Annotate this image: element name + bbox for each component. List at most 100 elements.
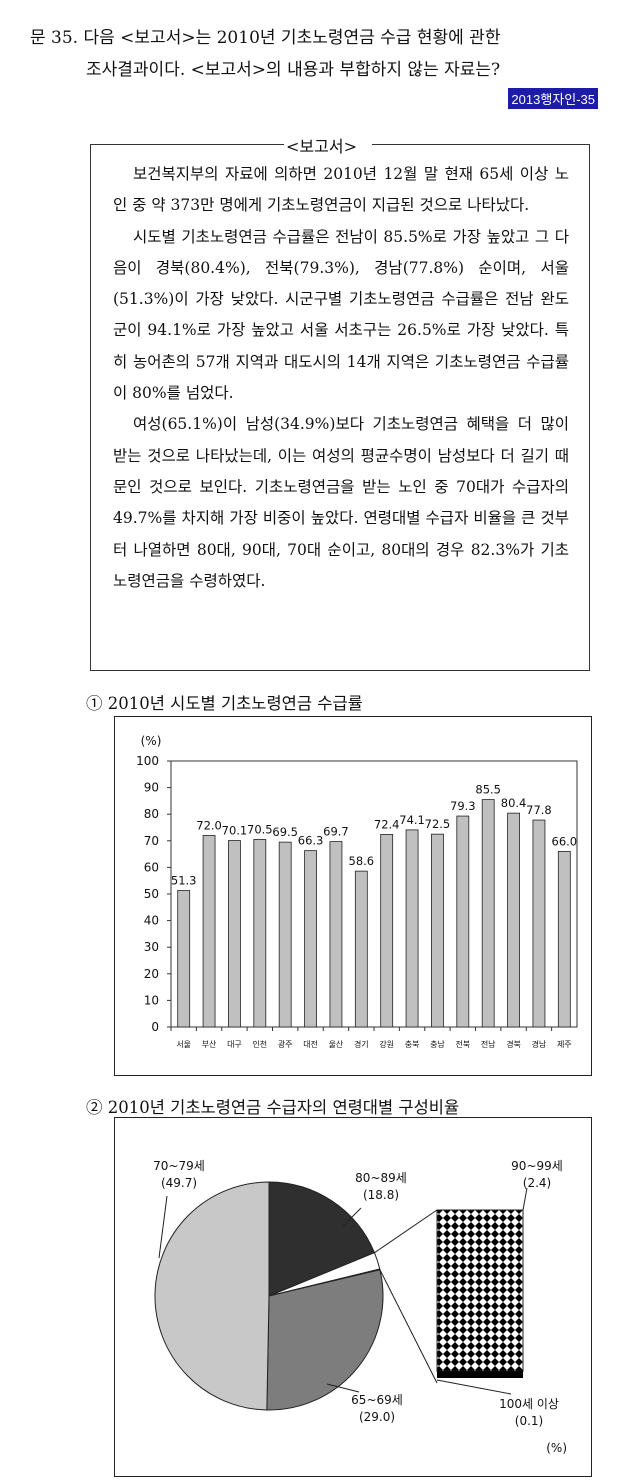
bar-value-label-7: 58.6 <box>349 854 375 868</box>
y-tick-label-6: 60 <box>144 860 159 874</box>
bar-10 <box>431 833 444 1028</box>
bar-value-label-4: 69.5 <box>272 825 298 839</box>
report-paragraph-1: 보건복지부의 자료에 의하면 2010년 12월 말 현재 65세 이상 노인 … <box>113 165 569 215</box>
chart1-title: ① 2010년 시도별 기초노령연금 수급률 <box>86 694 363 713</box>
y-tick-label-10: 100 <box>136 754 159 768</box>
report-title: <보고서> <box>284 133 359 157</box>
bar-6 <box>329 841 343 1028</box>
y-tick-label-1: 10 <box>144 993 159 1007</box>
pie-chart: 70~79세 (49.7) 80~89세 (18.8) 90~99세 (2.4) 100세 … <box>153 1159 567 1455</box>
bar-value-label-11: 79.3 <box>450 799 476 813</box>
bar-3 <box>253 839 267 1028</box>
pie-value-65-69: (29.0) <box>359 1410 395 1424</box>
bar-value-label-5: 66.3 <box>298 834 324 848</box>
x-tick-label-2: 대구 <box>227 1040 242 1049</box>
pie-value-90-99: (2.4) <box>523 1176 551 1190</box>
report-top-border-right <box>372 144 590 145</box>
bar-value-label-14: 77.8 <box>526 803 552 817</box>
x-tick-label-12: 전남 <box>481 1039 496 1049</box>
pie-unit-label: (%) <box>546 1441 567 1455</box>
y-tick-label-8: 80 <box>144 807 159 821</box>
x-tick-label-0: 서울 <box>176 1040 191 1049</box>
bar-2 <box>228 840 241 1028</box>
pie-label-90-99: 90~99세 <box>511 1159 563 1173</box>
y-tick-label-0: 0 <box>151 1020 159 1034</box>
y-tick-label-4: 40 <box>144 914 159 928</box>
report-paragraph-2: 시도별 기초노령연금 수급률은 전남이 85.5%로 가장 높았고 그 다음이 … <box>113 227 569 403</box>
bar-12 <box>481 799 495 1028</box>
y-tick-label-2: 20 <box>144 967 159 981</box>
y-axis-unit: (%) <box>141 734 162 748</box>
leader-80-89 <box>342 1207 362 1227</box>
x-tick-label-7: 경기 <box>354 1039 369 1049</box>
chart2-title: ② 2010년 기초노령연금 수급자의 연령대별 구성비율 <box>86 1098 460 1117</box>
x-tick-label-8: 강원 <box>379 1039 394 1049</box>
x-tick-label-5: 대전 <box>303 1039 318 1049</box>
pie-slice-3 <box>266 1269 384 1411</box>
bar-11 <box>456 815 470 1028</box>
bar-0 <box>177 890 191 1028</box>
report-paragraph-3: 여성(65.1%)이 남성(34.9%)보다 기초노령연금 혜택을 더 많이 받… <box>113 415 569 590</box>
question-line-2: 조사결과이다. <보고서>의 내용과 부합하지 않는 자료는? <box>86 60 501 80</box>
bar-chart-box: (%) 0 10 20 30 40 50 60 70 80 90 100 51.3 서울 72.0 부산 70.… <box>114 716 592 1076</box>
pie-value-80-89: (18.8) <box>363 1188 399 1202</box>
pie-label-80-89: 80~89세 <box>355 1171 407 1185</box>
bar-15 <box>557 851 571 1028</box>
bar-8 <box>380 834 394 1028</box>
x-tick-label-15: 제주 <box>557 1040 572 1049</box>
bar-9 <box>405 829 419 1028</box>
y-tick-label-9: 90 <box>144 781 159 795</box>
connector-bottom <box>379 1269 438 1384</box>
x-tick-label-14: 경남 <box>532 1039 547 1049</box>
bar-value-label-2: 70.1 <box>222 824 248 838</box>
question-line-1: 문 35. 다음 <보고서>는 2010년 기초노령연금 수급 현황에 관한 <box>30 28 501 48</box>
bar-value-label-12: 85.5 <box>475 783 501 797</box>
bar-value-label-0: 51.3 <box>171 874 197 888</box>
x-tick-label-4: 광주 <box>278 1039 293 1049</box>
pie-label-100-plus: 100세 이상 <box>499 1397 559 1411</box>
bar-value-label-10: 72.5 <box>425 817 451 831</box>
y-tick-label-3: 30 <box>144 940 159 954</box>
bar-7 <box>354 870 368 1028</box>
x-tick-label-9: 충북 <box>405 1040 420 1049</box>
bar-chart: (%) 0 10 20 30 40 50 60 70 80 90 100 51.3 서울 72.0 부산 70.… <box>136 734 578 1049</box>
pie-label-65-69: 65~69세 <box>351 1393 403 1407</box>
pie-value-100-plus: (0.1) <box>515 1414 543 1428</box>
y-tick-label-7: 70 <box>144 834 159 848</box>
bar-value-label-13: 80.4 <box>501 796 527 810</box>
pie-label-70-79: 70~79세 <box>153 1159 205 1173</box>
pie-value-70-79: (49.7) <box>161 1176 197 1190</box>
x-tick-label-11: 전북 <box>455 1039 470 1049</box>
bar-value-label-8: 72.4 <box>374 817 400 831</box>
leader-65-69 <box>326 1383 360 1393</box>
x-tick-label-3: 인천 <box>252 1039 267 1049</box>
bar-5 <box>304 850 317 1028</box>
detail-bar-90-99 <box>436 1209 524 1372</box>
source-tag: 2013행자인-35 <box>508 88 598 109</box>
x-tick-label-13: 경북 <box>506 1039 521 1049</box>
pie-slice-4 <box>154 1181 270 1411</box>
bar-14 <box>532 819 546 1028</box>
bar-value-label-3: 70.5 <box>247 822 273 836</box>
pie-chart-box: 70~79세 (49.7) 80~89세 (18.8) 90~99세 (2.4) 100세 … <box>114 1117 592 1477</box>
report-top-border-left <box>90 144 286 145</box>
detail-bar-100-plus <box>437 1371 523 1378</box>
bar-13 <box>507 812 520 1028</box>
leader-100-plus <box>436 1379 512 1395</box>
bar-value-label-9: 74.1 <box>399 813 425 827</box>
leader-70-79 <box>158 1195 168 1259</box>
x-tick-label-10: 충남 <box>430 1040 445 1049</box>
bar-value-label-1: 72.0 <box>196 818 222 832</box>
bar-value-label-6: 69.7 <box>323 825 349 839</box>
leader-90-99 <box>522 1187 528 1211</box>
report-box: 보건복지부의 자료에 의하면 2010년 12월 말 현재 65세 이상 노인 … <box>90 145 590 671</box>
connector-top <box>374 1209 438 1254</box>
pie-slice-0 <box>268 1181 376 1297</box>
bar-4 <box>278 841 292 1028</box>
question-text: 문 35. 다음 <보고서>는 2010년 기초노령연금 수급 현황에 관한 조… <box>30 22 610 86</box>
y-tick-label-5: 50 <box>144 887 159 901</box>
x-tick-label-1: 부산 <box>202 1039 217 1049</box>
bar-1 <box>202 835 216 1028</box>
bar-value-label-15: 66.0 <box>552 834 578 848</box>
x-tick-label-6: 울산 <box>329 1039 344 1049</box>
